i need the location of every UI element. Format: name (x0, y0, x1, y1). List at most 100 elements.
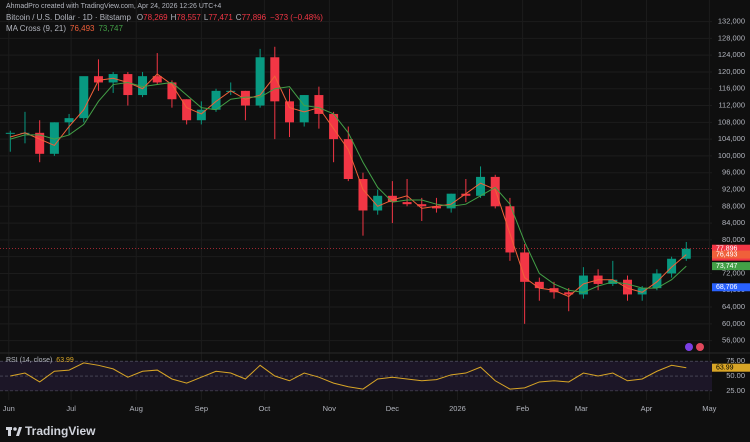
candle-body (667, 258, 677, 274)
candle-body (402, 202, 412, 205)
candle-body (461, 193, 471, 196)
quote-value: 78,557 (176, 13, 201, 22)
candle-body (431, 206, 441, 209)
candle-body (299, 95, 309, 123)
candle-body (211, 90, 221, 110)
y-tick-label: 100,000 (718, 151, 745, 160)
price-label-box (712, 283, 750, 292)
rsi-tick-label: 25.00 (726, 386, 745, 395)
icon (685, 343, 693, 351)
candle-body (152, 76, 162, 83)
price-label-box (712, 262, 750, 271)
quote-value: 77,471 (208, 13, 233, 22)
x-tick-label: Mar (575, 404, 588, 413)
candle-body (476, 176, 486, 196)
x-tick-label: Jul (66, 404, 76, 413)
candle-body (329, 113, 339, 140)
candle-body (93, 76, 103, 83)
x-tick-label: Feb (516, 404, 529, 413)
change: −373 (−0.48%) (270, 13, 323, 22)
indicator: MA Cross (9, 21) 76,493 73,747 (6, 24, 124, 33)
indicator-value: 76,493 (70, 24, 95, 33)
plot (0, 46, 712, 324)
price-label: 76,493 (716, 251, 738, 258)
quote-key: O (137, 13, 143, 22)
y-tick-label: 84,000 (722, 218, 745, 227)
x-tick-label: Nov (323, 404, 337, 413)
candle-body (652, 273, 662, 289)
candle-body (35, 132, 45, 154)
candle-body (534, 281, 544, 289)
rsi-tick-label: 50.00 (726, 371, 745, 380)
candle-body (123, 74, 133, 96)
quote-value: 78,269 (143, 13, 168, 22)
symbol: Bitcoin / U.S. Dollar · 1D · Bitstamp O78… (6, 13, 323, 22)
x-tick-label: Dec (386, 404, 400, 413)
candle-body (417, 204, 427, 207)
candle-body (578, 275, 588, 295)
candle-body (285, 101, 295, 123)
candle-body (49, 122, 59, 154)
y-tick-label: 104,000 (718, 134, 745, 143)
candle-body (270, 57, 280, 102)
x-tick-label: May (702, 404, 716, 413)
candle-body (490, 176, 500, 207)
candle-body (196, 109, 206, 121)
candle-body (255, 57, 265, 106)
y-tick-label: 116,000 (718, 84, 745, 93)
x-tick-label: Oct (259, 404, 272, 413)
y-tick-label: 132,000 (718, 17, 745, 26)
grid (0, 0, 712, 400)
rsi-line (10, 362, 687, 390)
candle-body (681, 248, 691, 259)
price-label: 77,896 (716, 246, 738, 253)
candle-body (64, 118, 74, 123)
x-tick-label: Aug (130, 404, 143, 413)
candle-body (79, 76, 89, 119)
y-tick-label: 72,000 (722, 268, 745, 277)
logo: TradingView (25, 424, 96, 438)
candle-body (505, 206, 515, 253)
rsi-value: 63.99 (56, 357, 74, 364)
indicator-value: 73,747 (98, 24, 123, 33)
candle-body (343, 139, 353, 179)
ma-line (10, 81, 687, 293)
y-tick-label: 96,000 (722, 168, 745, 177)
price-label: 73,747 (716, 263, 738, 270)
price-label-box (712, 250, 750, 259)
candle-body (564, 292, 574, 295)
y-tick-label: 64,000 (722, 302, 745, 311)
y-tick-label: 92,000 (722, 184, 745, 193)
y-tick-label: 128,000 (718, 33, 745, 42)
candle-body (358, 179, 368, 211)
candle-body (446, 193, 456, 209)
candle-body (520, 252, 530, 282)
y-tick-label: 80,000 (722, 235, 745, 244)
y-tick-label: 60,000 (722, 319, 745, 328)
candle-body (138, 76, 148, 96)
price-label: 68,706 (716, 284, 738, 291)
x-tick-label: Apr (641, 404, 653, 413)
rsi-tick-label: 75.00 (726, 356, 745, 365)
logo-icon (6, 427, 22, 436)
credit: AhmadPro created with TradingView.com, A… (6, 3, 221, 10)
candle-body (387, 195, 397, 203)
quote-value: 77,896 (242, 13, 267, 22)
footer (0, 420, 750, 442)
x-tick-label: Jun (3, 404, 15, 413)
candle-body (167, 82, 177, 100)
quote-key: H (171, 13, 177, 22)
candle-body (182, 99, 192, 121)
y-tick-label: 112,000 (718, 101, 745, 110)
rsi-value-label: 63.99 (716, 365, 734, 372)
candle-body (240, 90, 250, 106)
candle-body (5, 132, 15, 134)
candle-body (623, 279, 633, 295)
quote-key: C (236, 13, 242, 22)
y-tick-label: 56,000 (722, 336, 745, 345)
candle-body (314, 95, 324, 114)
quote-key: L (204, 13, 209, 22)
icon (696, 343, 704, 351)
candle-body (637, 288, 647, 295)
